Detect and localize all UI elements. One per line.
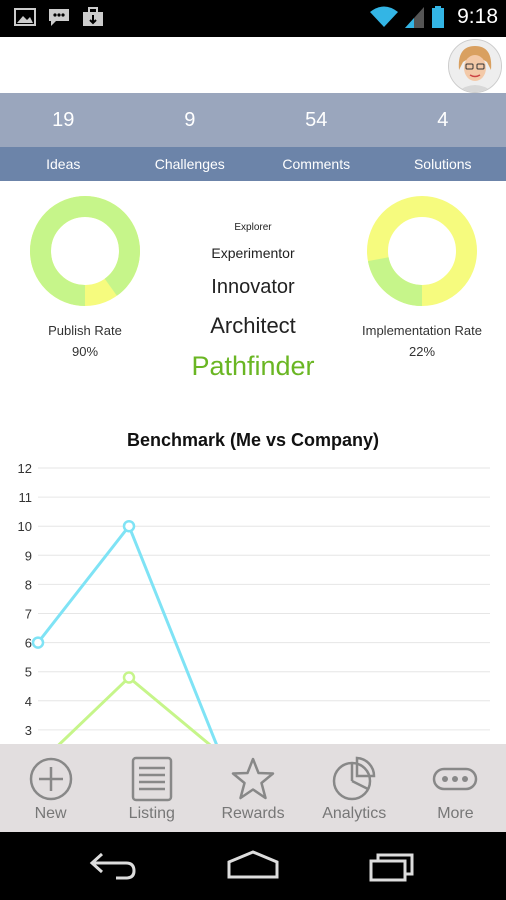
benchmark-chart: 12 11 10 9 8 7 6 5 4 3 (18, 461, 490, 745)
battery-icon (432, 6, 445, 28)
stat-solutions-label[interactable]: Solutions (413, 156, 472, 172)
y-tick-label: 4 (25, 694, 32, 709)
stat-solutions-value[interactable]: 4 (437, 108, 449, 131)
level-ladder: Explorer Experimentor Innovator Architec… (160, 222, 346, 384)
tab-more-label: More (437, 805, 474, 822)
level-innovator: Innovator (211, 276, 295, 298)
y-tick-label: 6 (25, 636, 32, 651)
implementation-rate-fill (367, 196, 477, 306)
stat-challenges-label[interactable]: Challenges (154, 156, 225, 172)
plus-circle-icon (29, 757, 72, 801)
implementation-rate-label: Implementation Rate (362, 323, 482, 338)
image-icon (14, 8, 36, 26)
tab-listing-label: Listing (128, 805, 175, 822)
recent-apps-icon[interactable] (368, 850, 420, 882)
tab-rewards[interactable]: Rewards (202, 744, 303, 832)
tab-listing[interactable]: Listing (101, 744, 202, 832)
level-explorer: Explorer (234, 222, 272, 233)
y-tick-label: 10 (18, 519, 32, 534)
level-experimentor: Experimentor (211, 245, 295, 261)
star-icon (231, 757, 275, 800)
tab-new[interactable]: New (0, 744, 101, 832)
level-pathfinder-current: Pathfinder (191, 351, 315, 381)
status-bar: 9:18 (0, 0, 506, 37)
implementation-rate-value: 22% (408, 344, 436, 359)
y-tick-label: 11 (19, 490, 33, 505)
y-tick-label: 9 (25, 548, 32, 563)
pie-chart-icon (332, 756, 376, 801)
series-point[interactable] (31, 636, 45, 649)
tab-analytics[interactable]: Analytics (304, 744, 405, 832)
y-tick-label: 12 (18, 461, 32, 476)
stat-comments-value[interactable]: 54 (305, 108, 328, 131)
publish-rate-fill (30, 196, 140, 306)
briefcase-icon (83, 7, 103, 26)
series-point[interactable] (122, 519, 136, 533)
wifi-icon (370, 6, 399, 27)
avatar[interactable] (448, 39, 502, 93)
message-icon (49, 9, 69, 26)
home-icon[interactable] (226, 850, 280, 880)
tab-bar: New Listing Rewards Analytics More (0, 744, 506, 832)
y-tick-label: 7 (25, 607, 32, 622)
level-architect: Architect (210, 313, 296, 338)
stat-challenges-value[interactable]: 9 (184, 108, 196, 131)
publish-rate-value: 90% (71, 344, 99, 359)
stat-comments-label[interactable]: Comments (282, 156, 351, 172)
y-tick-label: 3 (25, 723, 32, 738)
clock: 9:18 (457, 5, 498, 28)
top-bar (0, 37, 506, 93)
series-line-0 (36, 524, 219, 745)
tab-more[interactable]: More (405, 744, 506, 832)
back-icon[interactable] (88, 850, 138, 880)
signal-icon (405, 7, 425, 28)
publish-rate-donut (29, 195, 141, 307)
tab-analytics-label: Analytics (322, 805, 387, 822)
y-tick-label: 5 (25, 665, 32, 680)
tab-new-label: New (34, 805, 67, 822)
more-icon (433, 767, 478, 791)
benchmark-title: Benchmark (Me vs Company) (126, 430, 380, 450)
tab-rewards-label: Rewards (221, 805, 285, 822)
publish-rate-label: Publish Rate (48, 323, 122, 338)
stats-panel: 19 9 54 4 Ideas Challenges Comments Solu… (0, 93, 506, 181)
system-nav-bar (0, 832, 506, 900)
stat-ideas-value[interactable]: 19 (52, 108, 75, 131)
stat-ideas-label[interactable]: Ideas (46, 156, 81, 172)
y-tick-label: 8 (25, 577, 32, 592)
list-icon (131, 756, 173, 802)
implementation-rate-donut (366, 195, 478, 307)
series-point[interactable] (122, 671, 136, 684)
